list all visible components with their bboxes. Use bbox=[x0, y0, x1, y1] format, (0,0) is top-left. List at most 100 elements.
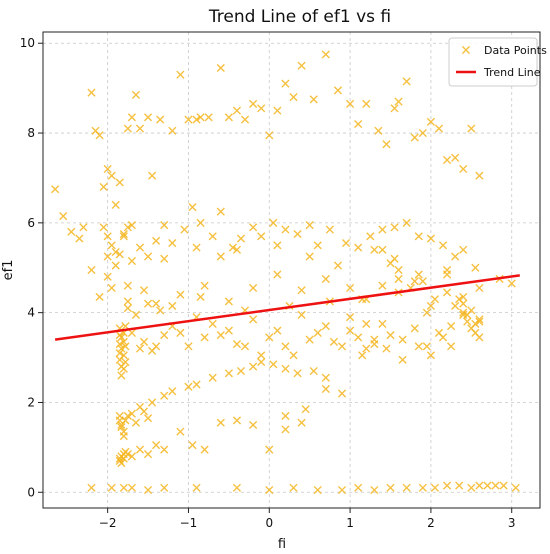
data-point bbox=[67, 227, 76, 236]
data-point bbox=[148, 171, 157, 180]
data-point bbox=[354, 333, 363, 342]
data-point bbox=[269, 218, 278, 227]
data-point bbox=[459, 164, 468, 174]
data-point bbox=[232, 416, 242, 425]
data-point bbox=[123, 304, 132, 313]
data-point bbox=[447, 342, 456, 351]
data-point bbox=[309, 95, 318, 104]
data-point bbox=[471, 263, 480, 272]
data-point bbox=[337, 485, 347, 495]
data-point bbox=[451, 301, 460, 311]
data-point bbox=[103, 272, 112, 281]
data-point bbox=[127, 483, 136, 492]
data-point bbox=[289, 93, 298, 102]
data-point bbox=[107, 483, 116, 492]
data-point bbox=[442, 155, 452, 165]
legend-label-data-points: Data Points bbox=[484, 44, 547, 57]
data-point bbox=[127, 256, 136, 266]
data-point bbox=[200, 445, 209, 454]
data-point bbox=[216, 207, 225, 216]
y-tick-label: 0 bbox=[27, 485, 35, 499]
data-point bbox=[119, 232, 128, 241]
data-point bbox=[107, 283, 116, 293]
data-point bbox=[491, 481, 500, 490]
data-point bbox=[123, 411, 132, 421]
data-point bbox=[354, 119, 363, 129]
data-point bbox=[111, 261, 120, 270]
data-point bbox=[281, 342, 290, 351]
data-point bbox=[200, 333, 209, 342]
x-axis-ticks: −2 −1 0 1 2 3 bbox=[99, 508, 516, 530]
data-point bbox=[345, 283, 355, 293]
data-point bbox=[362, 319, 371, 328]
y-tick-label: 8 bbox=[27, 126, 35, 140]
data-point bbox=[305, 335, 314, 344]
data-point bbox=[176, 328, 185, 337]
data-point bbox=[192, 483, 201, 492]
data-point bbox=[402, 483, 411, 492]
data-point bbox=[168, 126, 177, 135]
data-point bbox=[123, 223, 132, 232]
data-point bbox=[160, 445, 169, 454]
data-point bbox=[386, 259, 395, 268]
data-point bbox=[442, 288, 452, 297]
data-point bbox=[467, 124, 476, 133]
data-point bbox=[265, 131, 274, 140]
y-axis-ticks: 0 2 4 6 8 10 bbox=[20, 36, 43, 499]
data-point bbox=[430, 483, 440, 492]
data-point bbox=[160, 220, 169, 230]
data-point bbox=[414, 232, 423, 241]
data-point bbox=[362, 99, 371, 108]
data-point bbox=[426, 301, 435, 311]
data-point bbox=[184, 115, 193, 124]
data-point bbox=[117, 333, 126, 342]
data-point bbox=[394, 274, 403, 284]
data-point bbox=[426, 234, 435, 243]
data-point bbox=[398, 355, 407, 364]
y-tick-label: 6 bbox=[27, 216, 35, 230]
data-point bbox=[313, 328, 322, 337]
data-point bbox=[139, 407, 149, 416]
data-point bbox=[289, 483, 298, 492]
grid bbox=[43, 32, 540, 508]
data-point bbox=[273, 106, 282, 115]
data-point bbox=[103, 164, 112, 174]
data-point bbox=[414, 342, 423, 351]
data-point bbox=[152, 441, 161, 450]
x-tick-label: 1 bbox=[346, 516, 354, 530]
data-point bbox=[471, 319, 480, 328]
data-point bbox=[121, 342, 130, 351]
data-point bbox=[99, 182, 108, 192]
data-point bbox=[119, 364, 128, 373]
data-point bbox=[451, 252, 460, 261]
data-point bbox=[103, 252, 112, 261]
data-point bbox=[117, 344, 126, 353]
data-point bbox=[152, 342, 161, 351]
data-point bbox=[281, 364, 290, 373]
data-point bbox=[196, 292, 205, 302]
data-point bbox=[483, 481, 492, 490]
data-point bbox=[362, 344, 371, 353]
data-point bbox=[180, 225, 189, 234]
data-point bbox=[127, 452, 136, 461]
data-point bbox=[402, 77, 411, 86]
data-point bbox=[224, 369, 233, 378]
data-point bbox=[422, 342, 431, 351]
y-tick-label: 2 bbox=[27, 395, 35, 409]
data-point bbox=[95, 131, 104, 140]
data-point bbox=[160, 483, 169, 492]
data-point bbox=[418, 128, 427, 138]
data-point bbox=[107, 241, 116, 250]
data-point bbox=[249, 315, 258, 324]
data-point bbox=[240, 342, 250, 351]
data-point bbox=[99, 223, 108, 232]
data-point bbox=[378, 319, 387, 328]
data-point bbox=[208, 319, 217, 328]
data-point bbox=[511, 483, 520, 492]
data-point bbox=[386, 483, 395, 492]
data-point bbox=[297, 418, 306, 427]
data-point bbox=[281, 225, 290, 234]
data-point bbox=[382, 344, 391, 353]
data-point bbox=[257, 351, 266, 360]
data-point bbox=[196, 113, 205, 122]
